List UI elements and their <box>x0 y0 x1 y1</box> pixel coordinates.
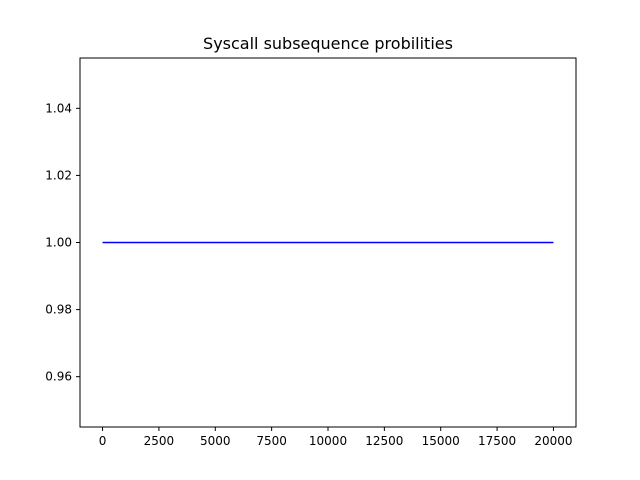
x-tick-label: 5000 <box>200 434 231 448</box>
plot-frame <box>79 57 577 428</box>
x-tick-label: 10000 <box>309 434 347 448</box>
y-tick-label: 1.00 <box>45 236 72 250</box>
x-tick-label: 15000 <box>422 434 460 448</box>
x-tick-label: 17500 <box>478 434 516 448</box>
chart-title: Syscall subsequence probilities <box>203 34 453 53</box>
y-axis: 0.96 0.98 1.00 1.02 1.04 <box>45 101 80 384</box>
y-tick-label: 0.98 <box>45 303 72 317</box>
x-tick-label: 12500 <box>365 434 403 448</box>
x-tick-label: 7500 <box>256 434 287 448</box>
x-axis: 0 2500 5000 7500 10000 12500 15000 17500 20000 <box>99 427 573 448</box>
x-tick-label: 0 <box>99 434 107 448</box>
x-tick-label: 2500 <box>144 434 175 448</box>
y-tick-label: 1.02 <box>45 168 72 182</box>
y-tick-label: 1.04 <box>45 101 72 115</box>
x-tick-label: 20000 <box>534 434 572 448</box>
y-tick-label: 0.96 <box>45 370 72 384</box>
